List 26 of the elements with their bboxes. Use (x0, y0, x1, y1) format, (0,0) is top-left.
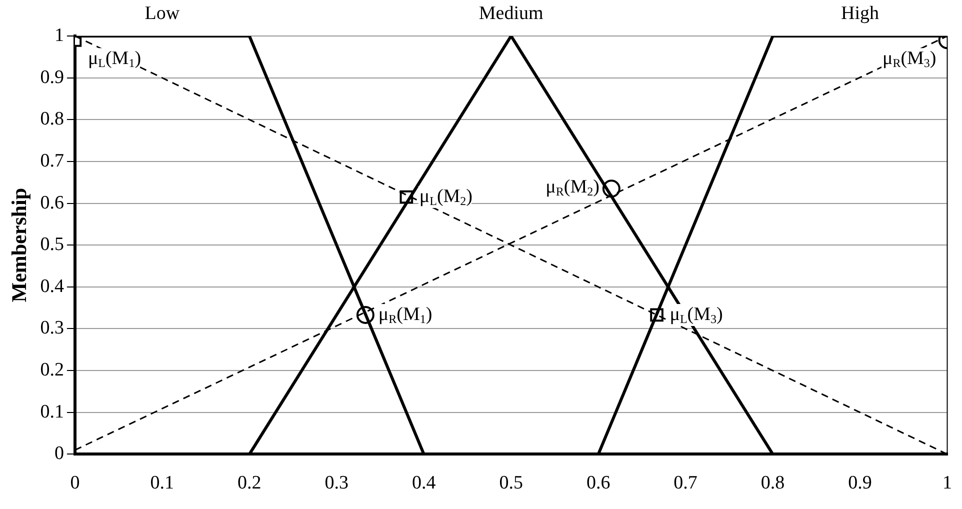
y-tick-label: 0 (54, 443, 64, 464)
y-tick-label: 0.8 (40, 108, 64, 130)
series-label: Medium (478, 2, 544, 24)
y-tick-label: 0.2 (40, 360, 64, 381)
x-tick-label: 0.1 (150, 472, 174, 494)
x-tick-label: 0.9 (848, 472, 872, 494)
y-tick-label: 1 (54, 24, 64, 46)
y-tick-label: 0.4 (40, 276, 64, 297)
x-tick-label: 0.2 (238, 472, 262, 494)
y-tick-label: 0.5 (40, 234, 64, 256)
y-tick-label: 0.7 (40, 150, 64, 172)
y-axis-title: Membership (7, 188, 32, 302)
x-tick-label: 0.4 (412, 472, 436, 494)
x-tick-label: 1 (942, 472, 952, 494)
y-tick-label: 0.1 (40, 401, 64, 422)
x-tick-label: 0 (70, 472, 80, 494)
x-tick-label: 0.7 (674, 472, 698, 494)
y-tick-label: 0.9 (40, 66, 64, 88)
y-tick-label: 0.6 (40, 192, 64, 214)
series-label: High (841, 2, 880, 24)
x-tick-label: 0.5 (499, 472, 523, 494)
x-tick-label: 0.3 (324, 472, 349, 494)
x-tick-label: 0.8 (760, 472, 785, 494)
y-tick-label: 0.3 (40, 318, 64, 339)
series-label: Low (144, 2, 180, 24)
x-tick-label: 0.6 (586, 472, 610, 494)
